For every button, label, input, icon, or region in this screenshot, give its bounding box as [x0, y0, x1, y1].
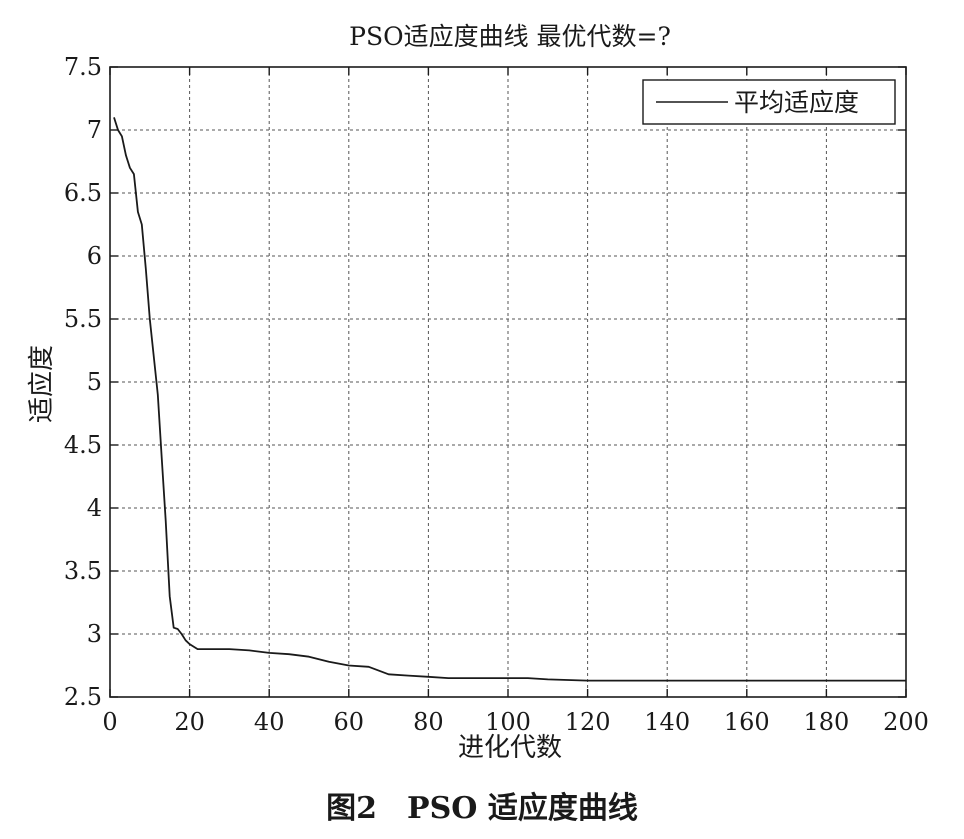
y-tick-label: 5	[87, 368, 102, 396]
y-tick-label: 4.5	[64, 431, 102, 459]
chart-title: PSO适应度曲线 最优代数=?	[349, 22, 671, 51]
y-tick-label: 4	[87, 494, 102, 522]
x-tick-label: 200	[883, 708, 929, 736]
x-tick-label: 180	[803, 708, 849, 736]
x-tick-label: 20	[174, 708, 205, 736]
y-axis-title: 适应度	[27, 345, 57, 423]
y-tick-label: 7.5	[64, 53, 102, 81]
x-tick-label: 120	[565, 708, 611, 736]
y-tick-label: 2.5	[64, 683, 102, 711]
x-tick-label: 160	[724, 708, 770, 736]
series-line-avg-fitness	[113, 117, 906, 682]
x-tick-label: 60	[334, 708, 365, 736]
x-axis-title: 进化代数	[458, 733, 562, 763]
y-tick-label: 7	[87, 116, 102, 144]
x-tick-label: 100	[485, 708, 531, 736]
grid-layer	[110, 67, 906, 697]
x-tick-label: 40	[254, 708, 285, 736]
x-tick-label: 80	[413, 708, 444, 736]
y-tick-label: 5.5	[64, 305, 102, 333]
plot-frame	[109, 66, 907, 698]
y-tick-label: 3.5	[64, 557, 102, 585]
y-tick-label: 3	[87, 620, 102, 648]
y-tick-label: 6.5	[64, 179, 102, 207]
x-tick-label: 140	[644, 708, 690, 736]
figure-caption: 图2 PSO 适应度曲线	[326, 791, 638, 826]
y-tick-label: 6	[87, 242, 102, 270]
legend-label: 平均适应度	[734, 88, 859, 117]
tick-layer: 0 20 40 60 80 100 120 140 160 180 200 2.5 3 3.5 4 4.5 5 5…	[64, 53, 929, 736]
legend: 平均适应度	[642, 79, 896, 125]
series-layer	[113, 117, 906, 682]
x-tick-label: 0	[102, 708, 117, 736]
